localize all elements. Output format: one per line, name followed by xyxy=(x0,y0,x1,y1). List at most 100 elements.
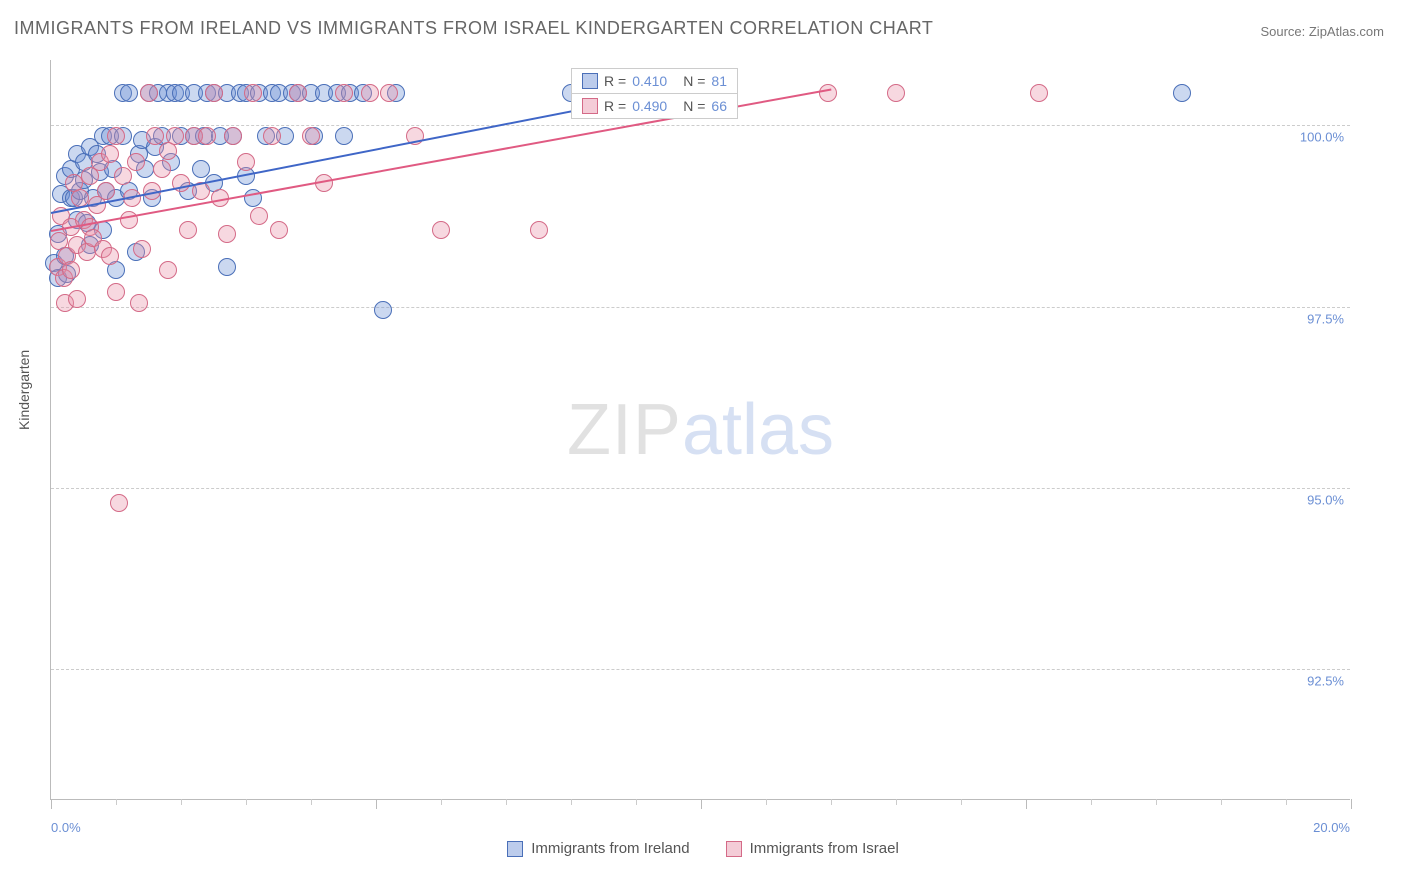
scatter-point xyxy=(107,127,125,145)
scatter-point xyxy=(263,127,281,145)
scatter-point xyxy=(120,84,138,102)
legend-n-label: N = xyxy=(683,73,705,89)
scatter-point xyxy=(205,84,223,102)
scatter-point xyxy=(146,127,164,145)
scatter-point xyxy=(97,182,115,200)
watermark: ZIPatlas xyxy=(567,389,834,471)
y-tick-label: 95.0% xyxy=(1307,493,1344,508)
gridline xyxy=(51,125,1350,126)
x-tick-major xyxy=(1026,799,1027,809)
plot-area: ZIPatlas 92.5%95.0%97.5%100.0%0.0%20.0%R… xyxy=(50,60,1350,800)
scatter-point xyxy=(819,84,837,102)
scatter-point xyxy=(224,127,242,145)
scatter-point xyxy=(107,283,125,301)
scatter-point xyxy=(530,221,548,239)
x-tick-minor xyxy=(636,799,637,805)
legend-swatch xyxy=(582,73,598,89)
source-link[interactable]: ZipAtlas.com xyxy=(1309,24,1384,39)
x-tick-major xyxy=(376,799,377,809)
x-tick-minor xyxy=(311,799,312,805)
y-tick-label: 92.5% xyxy=(1307,674,1344,689)
scatter-point xyxy=(218,225,236,243)
legend-n-value: 66 xyxy=(711,98,727,114)
scatter-point xyxy=(244,84,262,102)
scatter-point xyxy=(120,211,138,229)
x-tick-minor xyxy=(766,799,767,805)
watermark-atlas: atlas xyxy=(682,390,834,470)
scatter-point xyxy=(289,84,307,102)
scatter-point xyxy=(250,207,268,225)
correlation-legend: R = 0.410 N = 81 R = 0.490 N = 66 xyxy=(571,68,738,119)
scatter-point xyxy=(198,127,216,145)
x-tick-minor xyxy=(1156,799,1157,805)
scatter-point xyxy=(302,127,320,145)
x-tick-minor xyxy=(831,799,832,805)
x-tick-minor xyxy=(571,799,572,805)
legend-item: Immigrants from Israel xyxy=(726,840,899,857)
chart-title: IMMIGRANTS FROM IRELAND VS IMMIGRANTS FR… xyxy=(14,18,933,39)
scatter-point xyxy=(1173,84,1191,102)
legend-n-value: 81 xyxy=(711,73,727,89)
scatter-point xyxy=(159,261,177,279)
scatter-point xyxy=(130,294,148,312)
scatter-point xyxy=(101,247,119,265)
scatter-point xyxy=(192,160,210,178)
scatter-point xyxy=(101,145,119,163)
legend-r-value: 0.490 xyxy=(632,98,667,114)
scatter-point xyxy=(361,84,379,102)
legend-swatch xyxy=(726,841,742,857)
scatter-point xyxy=(335,127,353,145)
legend-swatch xyxy=(582,98,598,114)
gridline xyxy=(51,488,1350,489)
x-tick-major xyxy=(701,799,702,809)
x-tick-major xyxy=(1351,799,1352,809)
correlation-legend-row: R = 0.490 N = 66 xyxy=(572,93,737,118)
scatter-point xyxy=(380,84,398,102)
scatter-point xyxy=(153,160,171,178)
watermark-zip: ZIP xyxy=(567,390,682,470)
scatter-point xyxy=(374,301,392,319)
x-tick-minor xyxy=(506,799,507,805)
scatter-point xyxy=(179,221,197,239)
gridline xyxy=(51,307,1350,308)
legend-bottom: Immigrants from Ireland Immigrants from I… xyxy=(0,840,1406,861)
scatter-point xyxy=(140,84,158,102)
legend-r-label: R = xyxy=(604,98,626,114)
scatter-point xyxy=(133,240,151,258)
legend-r-label: R = xyxy=(604,73,626,89)
x-tick-major xyxy=(51,799,52,809)
x-tick-minor xyxy=(896,799,897,805)
x-tick-minor xyxy=(181,799,182,805)
x-tick-minor xyxy=(961,799,962,805)
x-tick-label-max: 20.0% xyxy=(1313,820,1350,835)
scatter-point xyxy=(110,494,128,512)
x-tick-minor xyxy=(1091,799,1092,805)
scatter-point xyxy=(887,84,905,102)
scatter-point xyxy=(62,261,80,279)
gridline xyxy=(51,669,1350,670)
y-tick-label: 100.0% xyxy=(1300,130,1344,145)
plot-wrapper: ZIPatlas 92.5%95.0%97.5%100.0%0.0%20.0%R… xyxy=(50,60,1350,800)
x-tick-label-min: 0.0% xyxy=(51,820,81,835)
legend-label: Immigrants from Ireland xyxy=(531,840,689,857)
y-axis-label: Kindergarten xyxy=(16,350,32,430)
legend-n-label: N = xyxy=(683,98,705,114)
x-tick-minor xyxy=(1221,799,1222,805)
scatter-point xyxy=(114,167,132,185)
scatter-point xyxy=(237,153,255,171)
scatter-point xyxy=(432,221,450,239)
legend-label: Immigrants from Israel xyxy=(750,840,899,857)
x-tick-minor xyxy=(246,799,247,805)
scatter-point xyxy=(68,290,86,308)
scatter-point xyxy=(127,153,145,171)
scatter-point xyxy=(1030,84,1048,102)
source-prefix: Source: xyxy=(1260,24,1308,39)
x-tick-minor xyxy=(116,799,117,805)
legend-swatch xyxy=(507,841,523,857)
x-tick-minor xyxy=(441,799,442,805)
correlation-legend-row: R = 0.410 N = 81 xyxy=(572,69,737,93)
legend-r-value: 0.410 xyxy=(632,73,667,89)
y-tick-label: 97.5% xyxy=(1307,311,1344,326)
source-attribution: Source: ZipAtlas.com xyxy=(1260,24,1384,39)
scatter-point xyxy=(335,84,353,102)
